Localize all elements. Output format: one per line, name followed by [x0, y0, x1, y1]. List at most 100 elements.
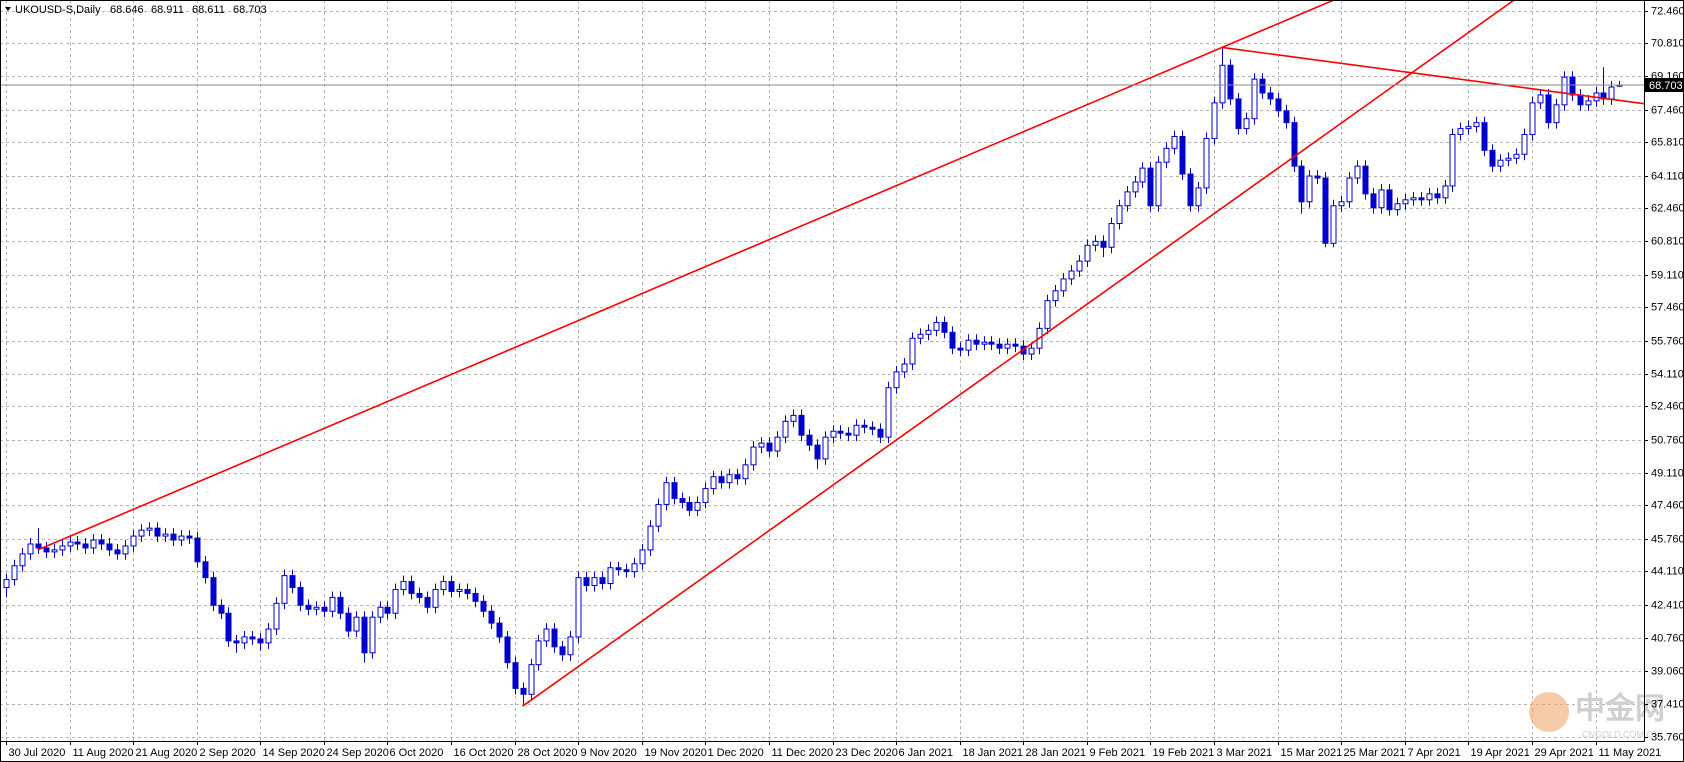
candle-body [19, 553, 26, 567]
candle-body [925, 329, 932, 335]
candle-body [202, 561, 209, 579]
x-tick-label: 1 Dec 2020 [708, 747, 764, 759]
candle-body [1195, 187, 1202, 207]
candle-body [1577, 94, 1584, 106]
candle-body [297, 586, 304, 606]
candle-body [1243, 118, 1250, 130]
candle-body [575, 577, 582, 638]
candle-body [43, 547, 50, 553]
candle-body [520, 687, 527, 695]
candle-body [893, 371, 900, 389]
candle-body [241, 636, 248, 644]
candle-body [1132, 181, 1139, 193]
candle-body [305, 604, 312, 610]
candle-body [949, 331, 956, 349]
candle-body [1585, 100, 1592, 106]
candle-body [1553, 104, 1560, 124]
candle-body [392, 588, 399, 614]
candle-body [1513, 153, 1520, 159]
candle-body [408, 581, 415, 594]
candle-body [1569, 76, 1576, 96]
candle-body [1489, 149, 1496, 167]
candle-body [1147, 167, 1154, 207]
candle-body [289, 575, 296, 588]
candle-body [742, 464, 749, 480]
x-tick-label: 14 Sep 2020 [263, 747, 325, 759]
candle-body [122, 545, 129, 555]
candle-body [1465, 126, 1472, 130]
candle-body [369, 616, 376, 654]
candle-body [154, 527, 161, 537]
y-tick-label: 60.810 [1651, 235, 1684, 247]
candle-body [1052, 290, 1059, 302]
candle-body [329, 596, 336, 612]
candle-body [782, 420, 789, 438]
candle-body [1171, 135, 1178, 149]
candle-body [51, 549, 58, 553]
x-tick-label: 18 Jan 2021 [963, 747, 1024, 759]
y-tick-label: 64.110 [1651, 170, 1684, 182]
y-tick-label: 59.110 [1651, 269, 1684, 281]
candle-body [798, 414, 805, 436]
y-tick-label: 72.460 [1651, 5, 1684, 17]
candle-body [1330, 205, 1337, 244]
y-tick-label: 50.760 [1651, 434, 1684, 446]
candle-body [1219, 64, 1226, 104]
candle-body [472, 592, 479, 602]
candle-body [1346, 177, 1353, 203]
candle-body [1108, 223, 1115, 248]
x-tick-label: 25 Mar 2021 [1344, 747, 1406, 759]
candle-body [353, 616, 360, 632]
candle-body [1155, 161, 1162, 207]
x-tick-label: 3 Mar 2021 [1217, 747, 1273, 759]
candle-body [1402, 199, 1409, 205]
y-tick-label: 67.460 [1651, 104, 1684, 116]
header-open: 68.646 [110, 4, 144, 16]
candle-body [1426, 193, 1433, 201]
candle-body [170, 533, 177, 541]
candle-body [1473, 122, 1480, 128]
x-tick-label: 21 Aug 2020 [136, 747, 198, 759]
candle-body [74, 541, 81, 545]
candle-body [1044, 300, 1051, 329]
y-tick-label: 57.460 [1651, 301, 1684, 313]
candle-body [1275, 98, 1282, 112]
x-tick-label: 11 May 2021 [1599, 747, 1662, 759]
candle-body [551, 628, 558, 648]
candle-body [1179, 135, 1186, 175]
candle-body [273, 602, 280, 630]
watermark-logo [1529, 692, 1569, 732]
candle-body [1298, 165, 1305, 203]
candle-body [1322, 177, 1329, 244]
candle-body [1235, 98, 1242, 130]
candle-body [623, 569, 630, 573]
candle-body [146, 527, 153, 531]
trend-line [522, 0, 1516, 707]
candle-body [1370, 193, 1377, 209]
candle-body [456, 588, 463, 592]
y-tick-label: 45.760 [1651, 533, 1684, 545]
candle-body [504, 636, 511, 664]
candle-body [861, 424, 868, 428]
y-tick-label: 65.810 [1651, 136, 1684, 148]
candle-body [1004, 343, 1011, 349]
candle-body [1306, 175, 1313, 203]
candle-body [1529, 102, 1536, 136]
candle-body [1251, 78, 1258, 120]
candle-body [1283, 110, 1290, 124]
candle-body [1084, 244, 1091, 262]
x-tick-label: 23 Dec 2020 [836, 747, 898, 759]
candle-body [1187, 173, 1194, 207]
watermark: 中金网 CNGOLD.COM.CN [1529, 692, 1665, 739]
candle-body [1457, 128, 1464, 136]
candle-body [806, 434, 813, 446]
y-tick-label: 40.760 [1651, 632, 1684, 644]
candle-body [1092, 240, 1099, 246]
candle-body [210, 577, 217, 606]
candle-body [734, 474, 741, 480]
candle-body [1434, 193, 1441, 199]
candle-body [1418, 197, 1425, 201]
candle-body [1354, 165, 1361, 179]
